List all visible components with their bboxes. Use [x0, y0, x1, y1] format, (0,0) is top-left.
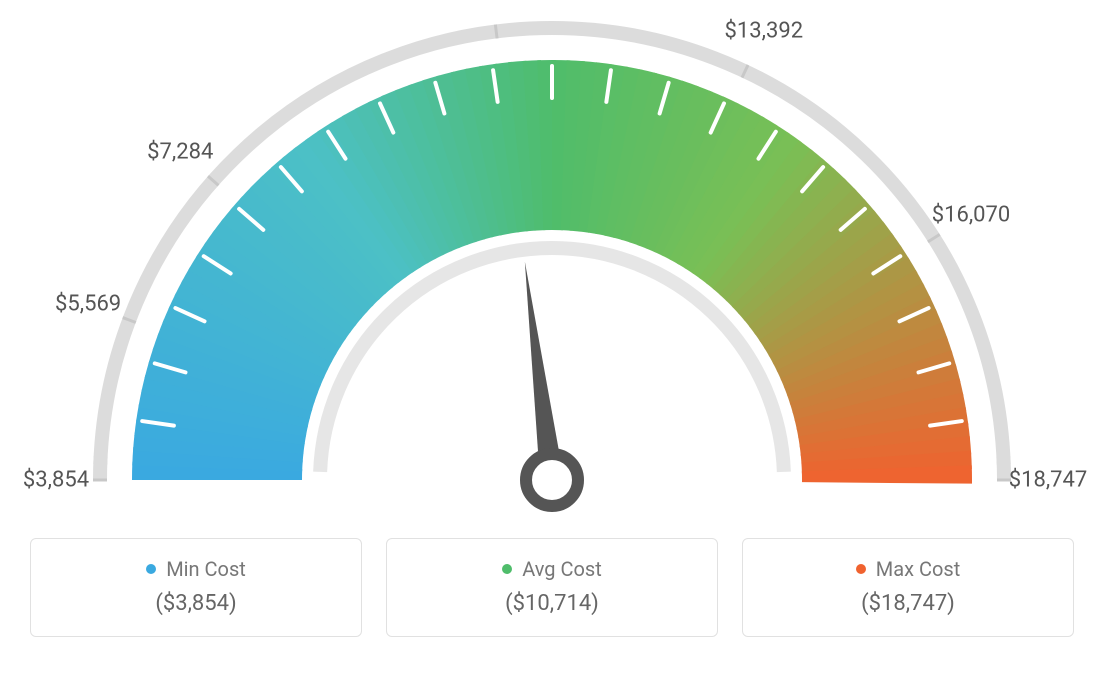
gauge-tick-label: $3,854: [23, 468, 89, 493]
avg-cost-card: Avg Cost ($10,714): [386, 538, 718, 637]
gauge-tick-label: $18,747: [1009, 468, 1088, 493]
gauge-svg: [0, 0, 1104, 520]
avg-cost-value: ($10,714): [387, 591, 717, 616]
max-cost-title: Max Cost: [856, 557, 961, 581]
max-cost-label: Max Cost: [876, 557, 961, 581]
stats-row: Min Cost ($3,854) Avg Cost ($10,714) Max…: [0, 538, 1104, 637]
max-cost-card: Max Cost ($18,747): [742, 538, 1074, 637]
min-dot-icon: [146, 564, 156, 574]
avg-dot-icon: [502, 564, 512, 574]
avg-cost-label: Avg Cost: [522, 557, 602, 581]
max-cost-value: ($18,747): [743, 591, 1073, 616]
min-cost-value: ($3,854): [31, 591, 361, 616]
gauge-tick-label: $7,284: [147, 139, 213, 164]
gauge-tick-label: $13,392: [725, 19, 804, 44]
gauge-tick-label: $5,569: [55, 292, 121, 317]
min-cost-label: Min Cost: [166, 557, 246, 581]
avg-cost-title: Avg Cost: [502, 557, 602, 581]
min-cost-title: Min Cost: [146, 557, 246, 581]
max-dot-icon: [856, 564, 866, 574]
cost-gauge: $3,854$5,569$7,284$10,714$13,392$16,070$…: [0, 0, 1104, 520]
min-cost-card: Min Cost ($3,854): [30, 538, 362, 637]
gauge-tick-label: $16,070: [932, 202, 1011, 227]
